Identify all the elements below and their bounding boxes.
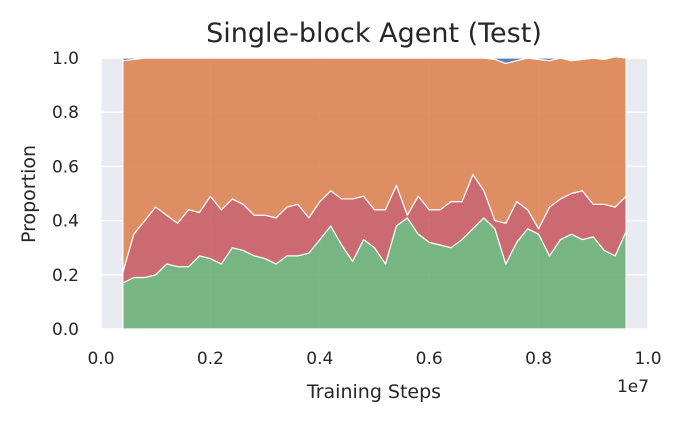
stacked-areas (122, 56, 627, 330)
x-tick-label: 0.0 (87, 349, 114, 369)
y-tick-labels: 0.0 0.2 0.4 0.6 0.8 1.0 (52, 49, 79, 340)
y-tick-label: 0.4 (52, 212, 79, 232)
x-tick-label: 0.8 (525, 349, 552, 369)
y-tick-label: 0.8 (52, 103, 79, 123)
series-4-area (122, 56, 627, 65)
y-tick-label: 0.0 (52, 320, 79, 340)
y-tick-label: 0.2 (52, 266, 79, 286)
x-scale-label: 1e7 (617, 377, 649, 397)
x-tick-labels: 0.0 0.2 0.4 0.6 0.8 1.0 (87, 349, 661, 369)
x-axis-label: Training Steps (306, 381, 441, 403)
x-tick-label: 0.6 (416, 349, 443, 369)
y-axis-label: Proportion (18, 145, 40, 243)
x-tick-label: 0.4 (306, 349, 333, 369)
x-tick-label: 0.2 (197, 349, 224, 369)
y-tick-label: 1.0 (52, 49, 79, 69)
y-tick-label: 0.6 (52, 157, 79, 177)
chart-title: Single-block Agent (Test) (206, 18, 542, 49)
x-tick-label: 1.0 (634, 349, 661, 369)
